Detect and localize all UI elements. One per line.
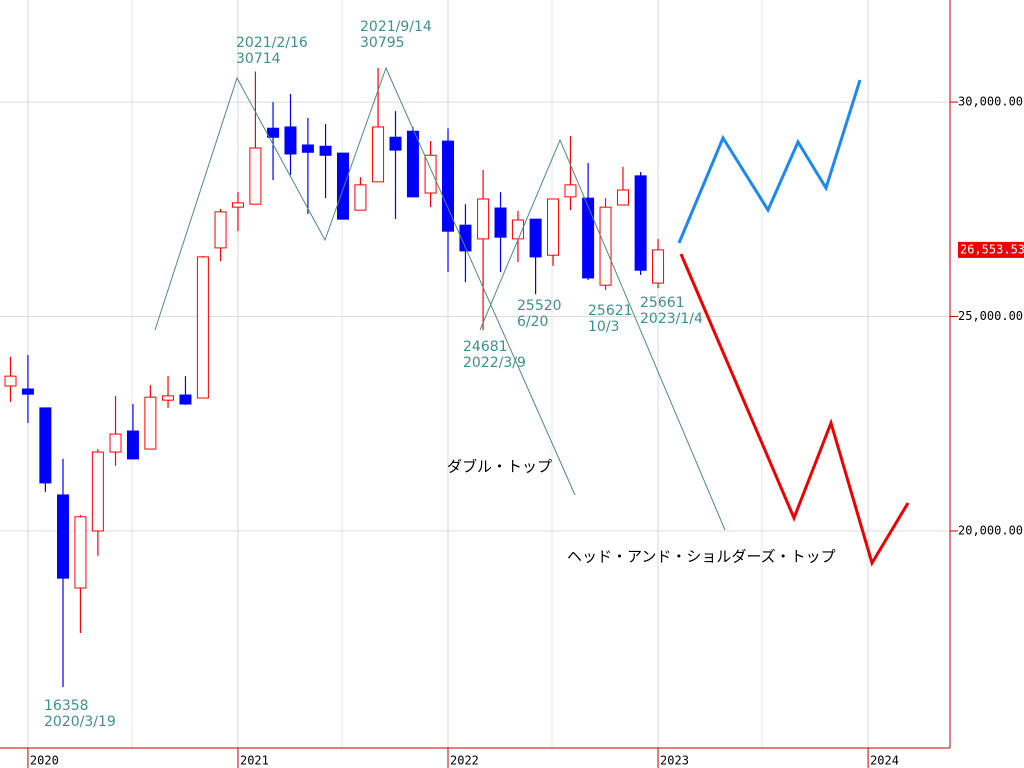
pattern-label: ヘッド・アンド・ショルダーズ・トップ [567,548,836,566]
candle-body [477,198,490,240]
annotation: 30714 [236,51,281,67]
annotation: 2022/3/9 [463,355,526,371]
candle-body [74,516,87,589]
x-tick-label: 2024 [870,754,899,768]
x-tick-label: 2021 [240,754,269,768]
annotation: 2023/1/4 [640,311,703,327]
candle-body [354,184,367,211]
candle-body [529,218,542,258]
candle-body [372,126,385,183]
candle-body [564,184,577,198]
bull-scenario-line [677,79,862,244]
candle-body [126,430,139,460]
x-tick-label: 2020 [30,754,59,768]
candle-body [652,249,665,284]
grid [0,0,950,748]
last-price-tag [958,241,1024,258]
candle-body [616,189,629,206]
candle-body [494,207,507,238]
y-tick-label: 30,000.00 [958,95,1023,109]
candle-body [144,396,157,450]
candle-body [582,197,595,279]
candle-body [319,145,332,156]
candle-body [179,394,192,405]
candle-body [57,494,70,579]
candle-body [442,140,455,232]
candle-body [267,127,280,138]
candle-body [21,388,34,395]
y-tick-label: 25,000.00 [958,309,1023,323]
head-shoulders-line [479,138,726,531]
pattern-lines [154,66,726,531]
x-tick-label: 2022 [450,754,479,768]
y-tick-label: 20,000.00 [958,523,1023,537]
annotation: 24681 [463,339,508,355]
candle-body [4,375,17,387]
annotation: 16358 [44,698,89,714]
candle-body [301,144,314,153]
candle-body [231,202,244,208]
annotation: 2021/2/16 [236,35,308,51]
candle-body [424,154,437,194]
annotation: 25661 [640,295,685,311]
candle-body [196,256,209,399]
last-price-label: 26,553.53 [960,242,1024,256]
candle-body [284,126,297,155]
candle-body [547,198,560,256]
annotation: 10/3 [588,319,619,335]
candle-body [336,152,349,220]
candle-body [91,451,104,532]
annotation: 25621 [588,303,633,319]
pattern-label: ダブル・トップ [447,458,552,476]
candle-body [249,147,262,205]
annotation: 2020/3/19 [44,714,116,730]
candle-body [634,175,647,271]
double-top-line [154,66,576,496]
candle-body [459,224,472,252]
candle-body [162,395,175,401]
candle-body [39,407,52,484]
candle-body [599,206,612,286]
candle-body [389,136,402,151]
candle-body [109,433,122,453]
annotation: 30795 [360,35,405,51]
x-tick-label: 2023 [660,754,689,768]
annotation: 6/20 [517,314,548,330]
candle-body [214,211,227,249]
candle-body [406,130,419,198]
annotation: 2021/9/14 [360,19,432,35]
annotation: 25520 [517,298,562,314]
candles [4,67,665,688]
bear-scenario-line [679,253,910,567]
